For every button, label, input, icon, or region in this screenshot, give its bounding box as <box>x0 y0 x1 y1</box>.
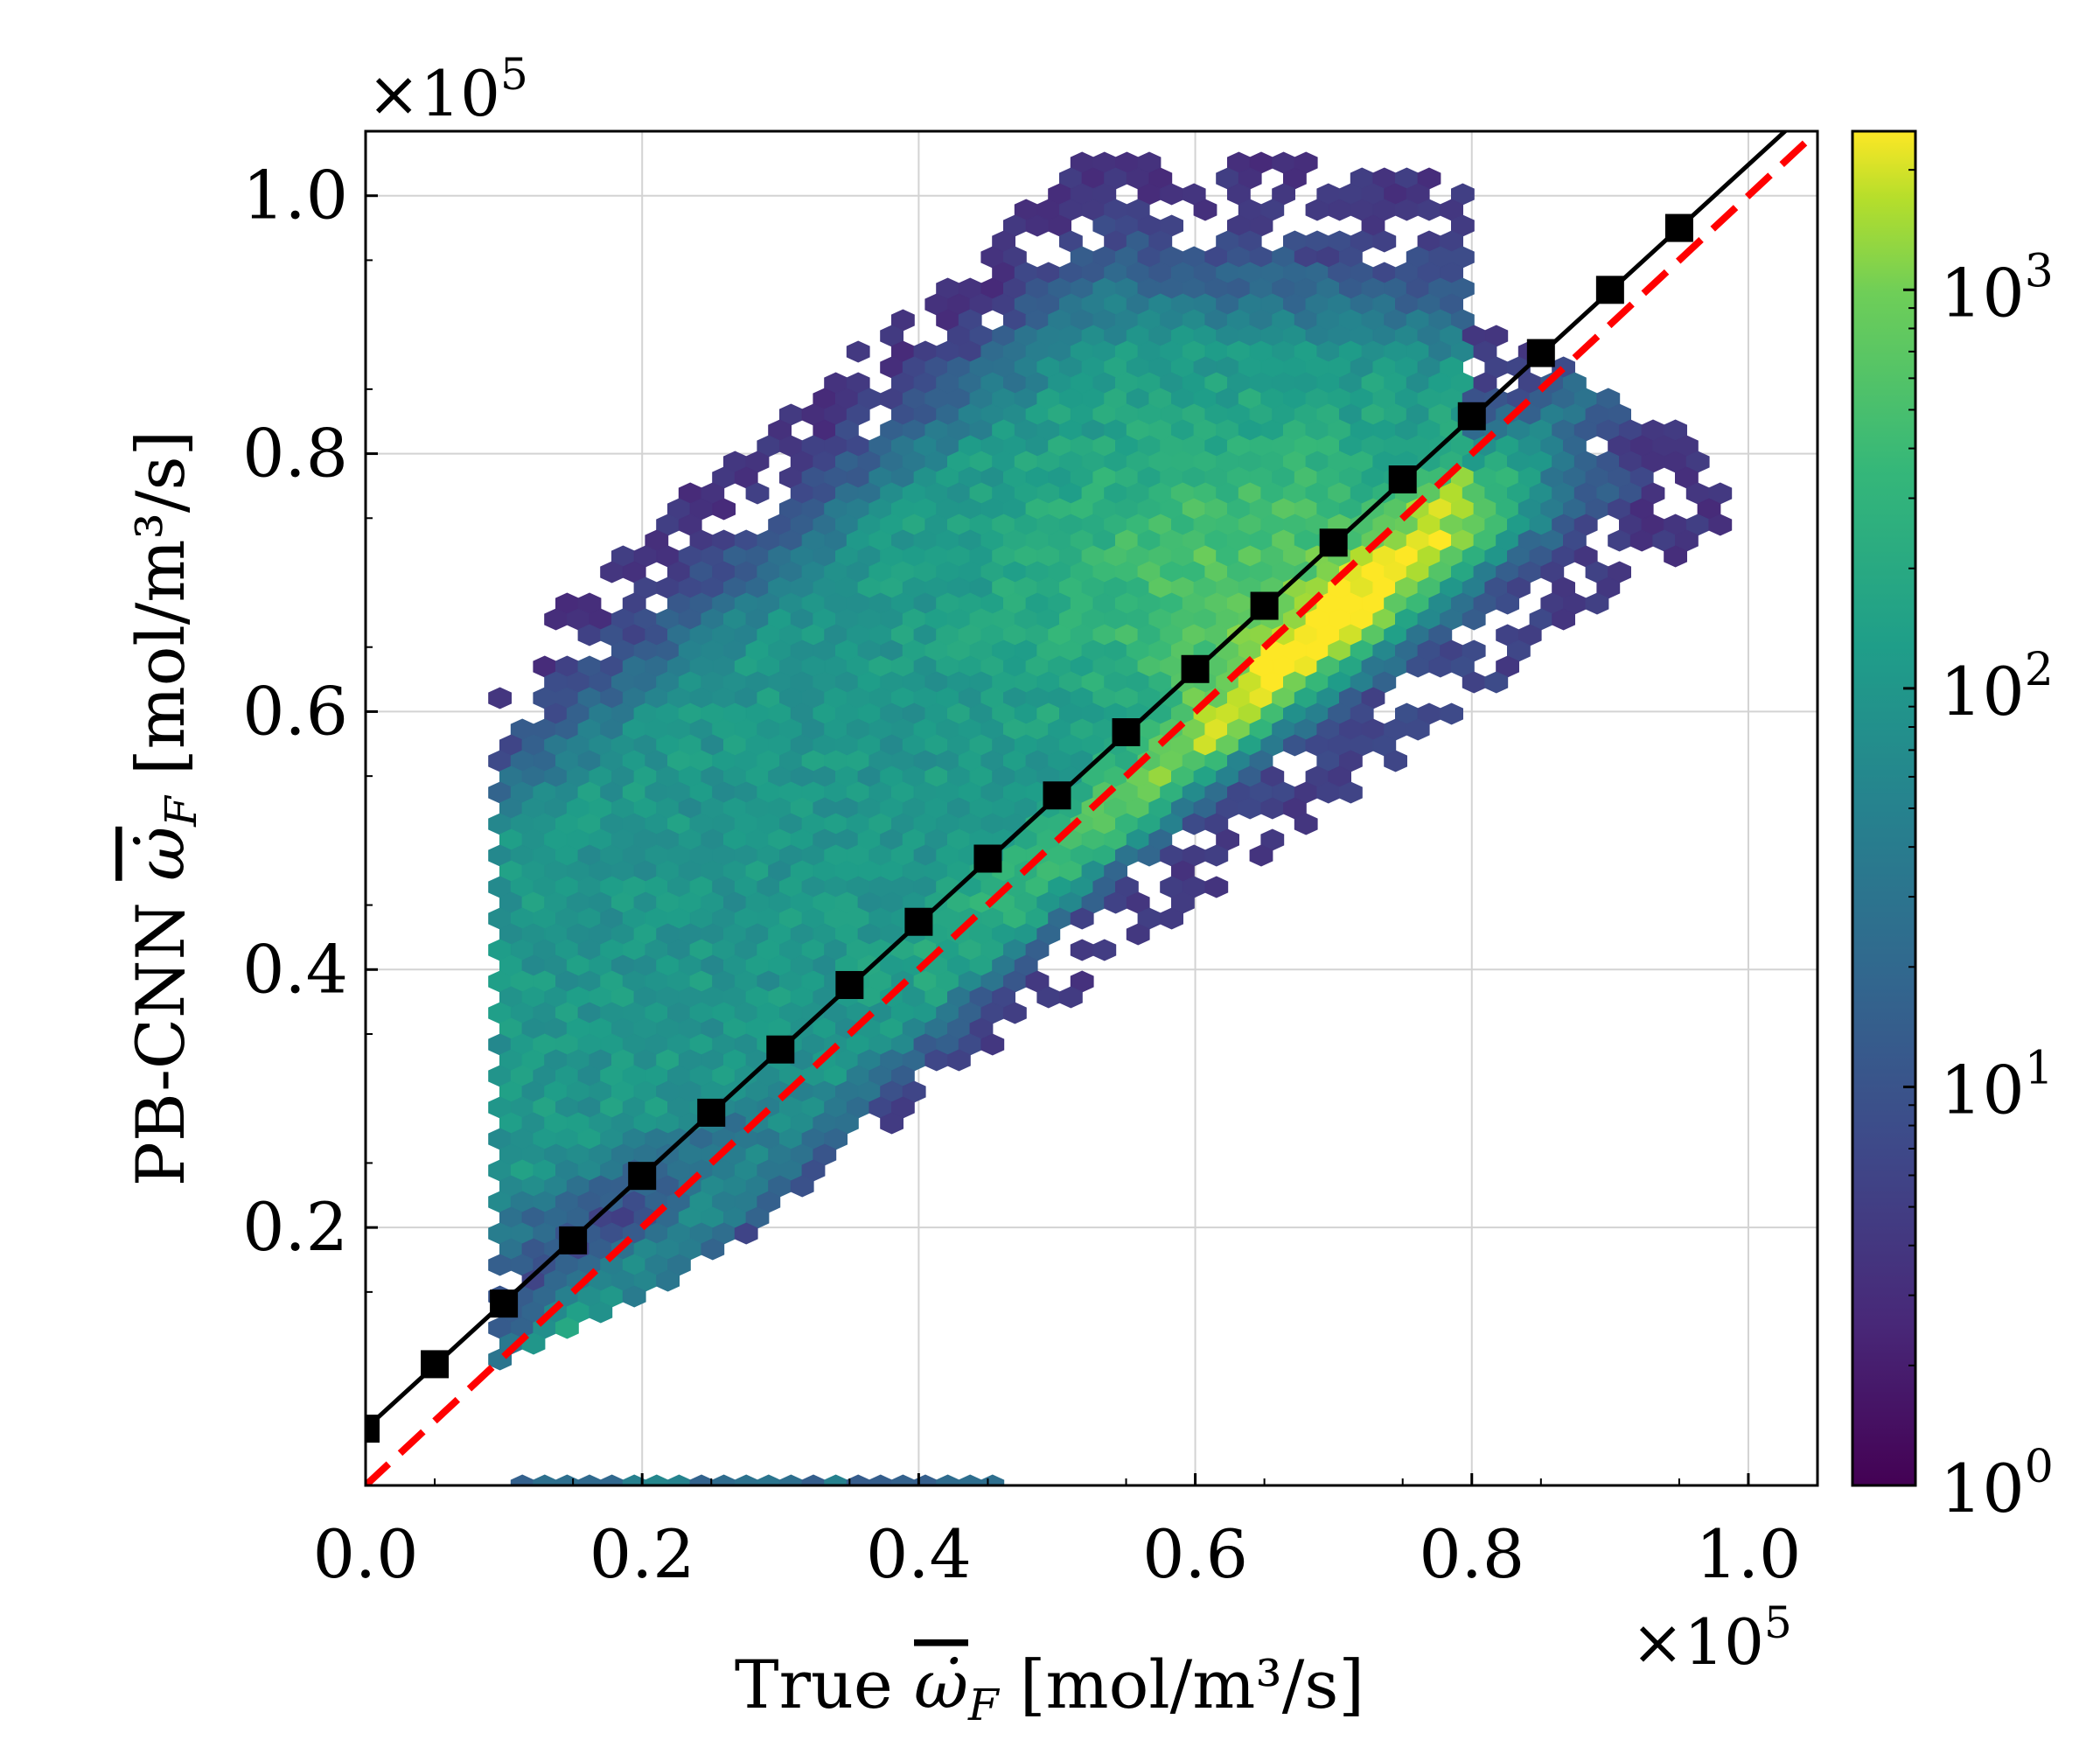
colorbar-tick-label: 103 <box>1940 245 2054 332</box>
hexbin-cell <box>1160 907 1183 930</box>
x-tick-label: 0.8 <box>1419 1515 1524 1593</box>
hexbin-cell <box>1339 781 1363 804</box>
y-scale-multiplier: ×105 <box>367 49 528 130</box>
hexbin-cell <box>790 1175 814 1198</box>
mean-marker <box>1457 402 1486 430</box>
hexbin-cell <box>1092 939 1117 961</box>
mean-marker <box>835 970 864 999</box>
mean-marker <box>1043 781 1071 810</box>
x-axis-label: True ω̇F [mol/m³/s] <box>735 1646 1364 1730</box>
mean-marker <box>1526 339 1555 367</box>
mean-marker <box>1388 465 1417 494</box>
hexbin-cell <box>555 1317 579 1339</box>
hexbin-cell <box>1070 939 1094 961</box>
colorbar-tick-label: 101 <box>1940 1042 2054 1129</box>
hexbin-cell <box>1585 592 1609 615</box>
y-tick-label: 0.6 <box>242 672 348 750</box>
hexbin-cell <box>1462 608 1486 631</box>
x-tick-label: 0.2 <box>590 1515 695 1593</box>
mean-marker <box>904 907 933 936</box>
hexbin-cell <box>1384 750 1407 772</box>
mean-line <box>366 131 1789 1430</box>
mean-marker <box>1112 718 1141 747</box>
hexbin-cell <box>701 1238 725 1261</box>
hexbin-cell <box>980 1474 1005 1485</box>
y-tick-label: 0.2 <box>242 1188 348 1266</box>
hexbin-cell <box>1070 907 1094 930</box>
colorbar <box>1851 129 1917 1487</box>
hexbin-cell <box>1440 702 1463 725</box>
hexbin-cell <box>1496 592 1519 615</box>
x-scale-multiplier: ×105 <box>1631 1597 1792 1679</box>
hexbin-cell <box>1552 608 1575 631</box>
colorbar-tick-label: 102 <box>1940 644 2054 730</box>
x-tick-label: 0.6 <box>1142 1515 1248 1593</box>
mean-marker <box>766 1035 795 1064</box>
hexbin-cell <box>980 1033 1005 1056</box>
hexbin-cell <box>1126 923 1150 946</box>
hexbin-cell <box>656 1269 680 1292</box>
hexbin-cell <box>1664 545 1687 568</box>
hexbin-cell <box>488 687 512 709</box>
colorbar-ticks: 100 101 102 103 <box>1903 169 2054 1527</box>
x-tick-label: 1.0 <box>1696 1515 1802 1593</box>
mean-marker <box>628 1162 657 1191</box>
hexbin-cell <box>1003 1002 1027 1024</box>
hexbin-cell <box>1406 718 1430 741</box>
hexbin-cell <box>734 1222 758 1245</box>
hexbin-cell <box>1204 876 1229 898</box>
hexbin-cell <box>1708 514 1733 536</box>
hexbin-cell <box>1193 199 1217 221</box>
axis-ticks: 0.0 0.2 0.4 0.6 0.8 1.0 0.2 0.4 0.6 0.8 1.0 <box>242 130 1818 1593</box>
hexbin-density <box>488 151 1733 1485</box>
ideal-line <box>366 131 1817 1485</box>
mean-marker <box>559 1226 588 1254</box>
hexbin-cell <box>1294 813 1318 835</box>
y-tick-label: 0.8 <box>242 415 348 493</box>
hexbin-cell <box>712 498 736 521</box>
mean-marker <box>421 1350 450 1379</box>
hexbin-cell <box>1484 671 1509 694</box>
y-axis-label: PB-CNN ω̇F [mol/m³/s] <box>122 430 206 1186</box>
mean-marker <box>1595 276 1624 304</box>
mean-marker <box>1664 213 1693 242</box>
y-tick-label: 1.0 <box>242 157 348 234</box>
hexbin-cell <box>880 1112 903 1135</box>
mean-marker <box>697 1098 726 1127</box>
hexbin-cell <box>1372 230 1397 253</box>
mean-marker <box>1319 528 1348 557</box>
x-tick-label: 0.0 <box>313 1515 419 1593</box>
mean-marker <box>490 1289 519 1318</box>
hexbin-cell <box>846 340 870 363</box>
x-tick-label: 0.4 <box>866 1515 972 1593</box>
plot-frame <box>364 129 1819 1487</box>
hexbin-cell <box>1059 986 1083 1009</box>
mean-marker <box>1250 591 1279 620</box>
hexbin-cell <box>589 1301 613 1324</box>
colorbar-tick-label: 100 <box>1940 1441 2054 1527</box>
hexbin-cell <box>1204 844 1229 867</box>
hexbin-cell <box>622 1285 646 1308</box>
mean-marker <box>1181 654 1210 683</box>
hexbin-cell <box>947 1049 971 1072</box>
y-tick-label: 0.4 <box>242 930 348 1008</box>
hexbin-cell <box>1249 844 1273 867</box>
mean-marker <box>973 844 1002 873</box>
hexbin-cell <box>745 482 770 505</box>
